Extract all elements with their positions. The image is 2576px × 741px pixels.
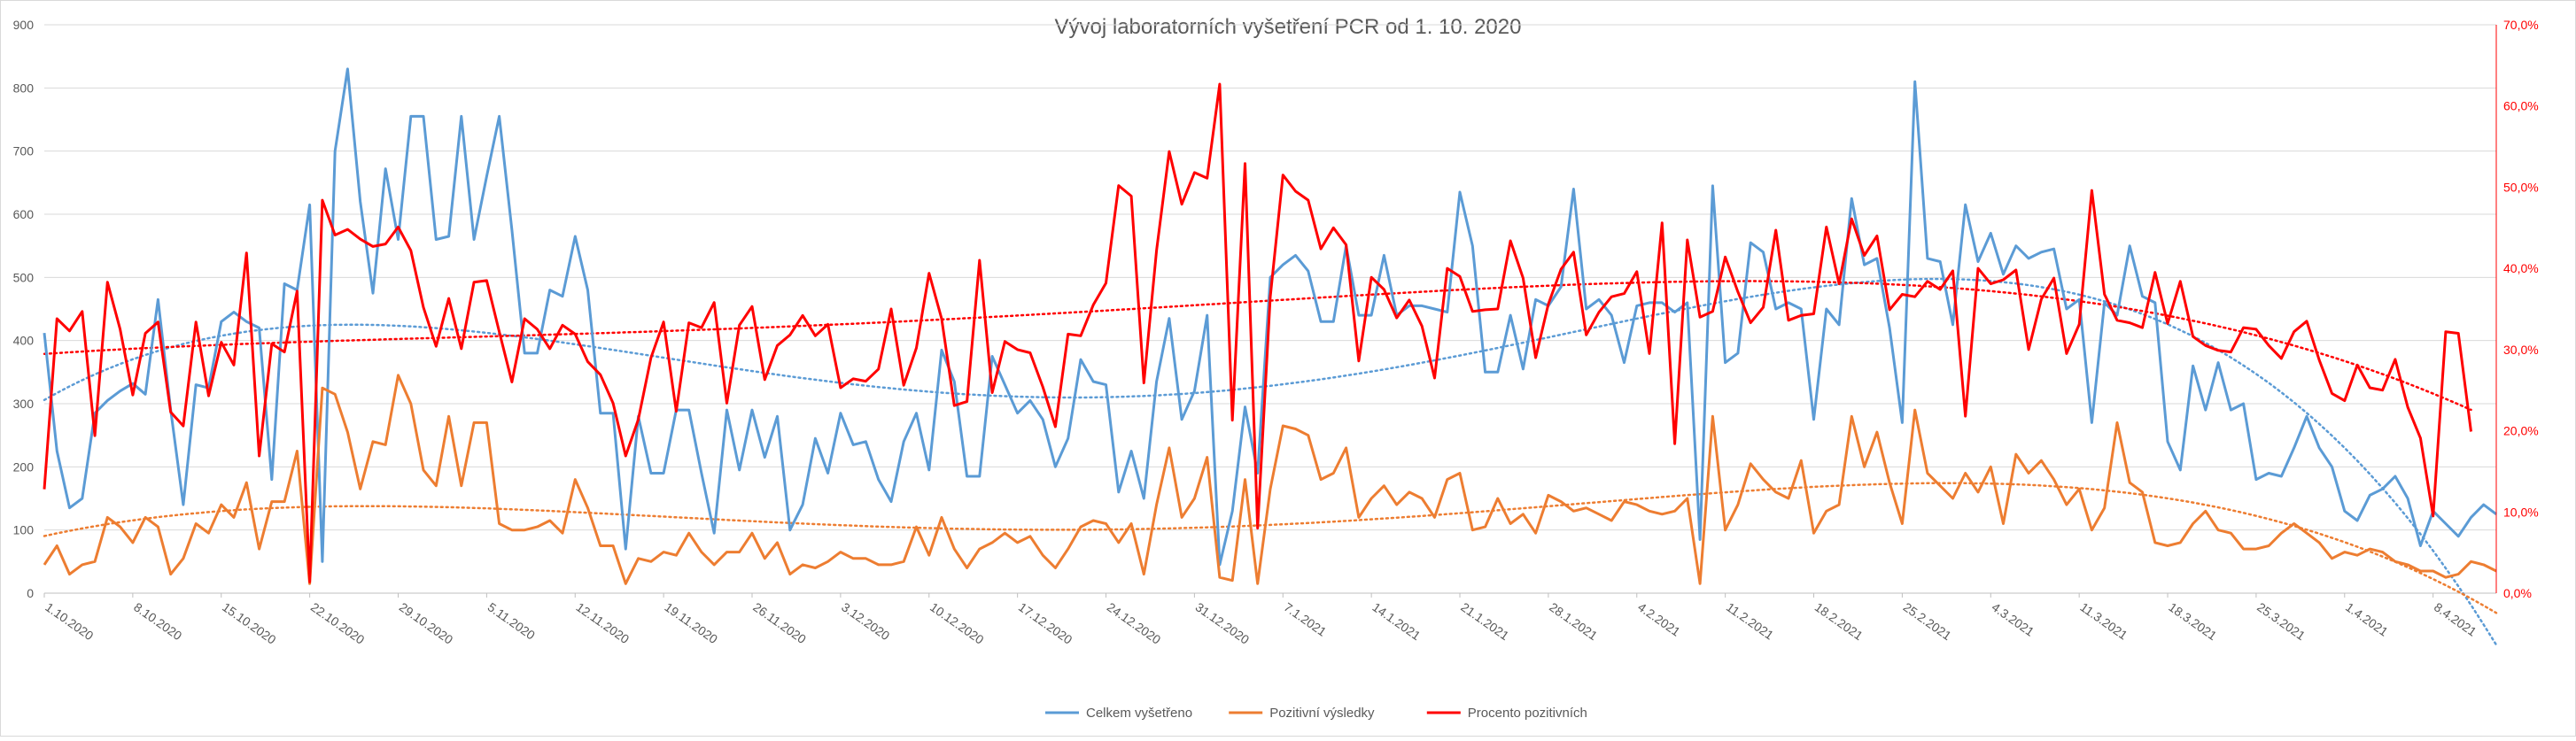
legend-label-celkem-vysetreno: Celkem vyšetřeno bbox=[1086, 706, 1192, 721]
y-left-tick-label: 600 bbox=[13, 207, 35, 221]
legend-label-procento-pozitivnich: Procento pozitivních bbox=[1468, 706, 1587, 721]
y-left-tick-label: 900 bbox=[13, 18, 35, 32]
chart-title: Vývoj laboratorních vyšetření PCR od 1. … bbox=[1055, 15, 1522, 39]
legend-label-pozitivni-vysledky: Pozitivní výsledky bbox=[1269, 706, 1375, 721]
y-left-tick-label: 200 bbox=[13, 459, 35, 474]
y-right-tick-label: 20,0% bbox=[2503, 424, 2539, 438]
series-lines bbox=[43, 67, 2497, 585]
y-left-tick-label: 400 bbox=[13, 334, 35, 348]
trendline-celkem-vysetreno bbox=[43, 277, 2498, 646]
series-line-procento-pozitivnich bbox=[43, 82, 2472, 583]
y-left-tick-label: 300 bbox=[13, 397, 35, 411]
gridlines bbox=[44, 24, 2496, 594]
y-left-tick-label: 500 bbox=[13, 270, 35, 284]
y-right-tick-label: 70,0% bbox=[2503, 18, 2539, 32]
y-right-tick-label: 40,0% bbox=[2503, 261, 2539, 275]
y-right-tick-label: 50,0% bbox=[2503, 180, 2539, 194]
y-left-tick-label: 0 bbox=[27, 586, 34, 600]
trendlines bbox=[43, 277, 2498, 646]
trendline-pozitivni-vysledky bbox=[43, 482, 2498, 614]
legend: Celkem vyšetřeno Pozitivní výsledky Procen… bbox=[1045, 706, 1587, 721]
y-right-tick-label: 30,0% bbox=[2503, 343, 2539, 357]
series-line-pozitivni-vysledky bbox=[43, 374, 2497, 585]
y-left-tick-label: 100 bbox=[13, 523, 35, 537]
y-right-tick-label: 0,0% bbox=[2503, 586, 2532, 600]
series-line-celkem-vysetreno bbox=[43, 67, 2497, 567]
trendline-procento-pozitivnich bbox=[43, 280, 2472, 412]
y-left-tick-label: 700 bbox=[13, 144, 35, 158]
y-left-tick-label: 800 bbox=[13, 81, 35, 95]
y-axis-right-ticks: 0,0% 10,0% 20,0% 30,0% 40,0% 50,0% 60,0% 70,0% bbox=[2495, 18, 2539, 600]
y-right-tick-label: 10,0% bbox=[2503, 505, 2539, 519]
y-right-tick-label: 60,0% bbox=[2503, 99, 2539, 113]
y-axis-left-ticks: 0 100 200 300 400 500 600 700 800 900 bbox=[13, 18, 35, 600]
